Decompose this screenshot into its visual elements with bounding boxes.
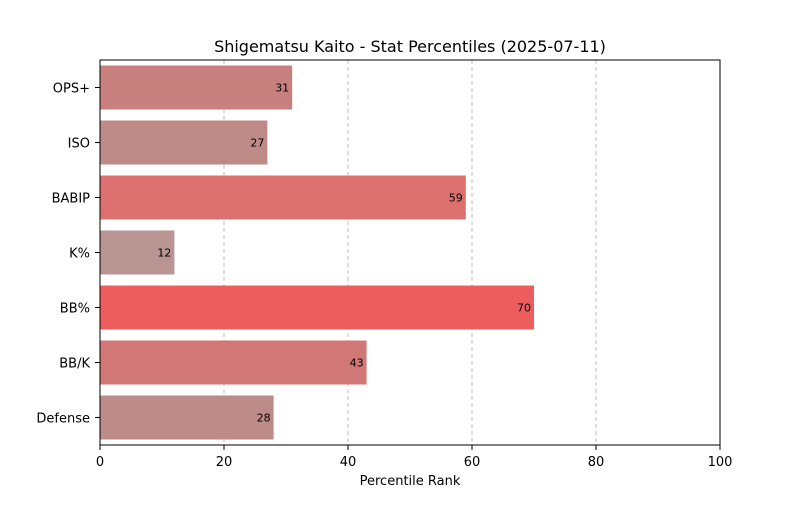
value-label-ops: 31 [275, 82, 289, 95]
y-tick-label-k: K% [69, 247, 90, 262]
bar-bb [100, 285, 534, 330]
value-label-defense: 28 [257, 412, 271, 425]
x-tick-label-80: 80 [588, 455, 605, 470]
x-tick-label-20: 20 [216, 455, 233, 470]
bars-layer [100, 65, 534, 440]
bar-iso [100, 120, 268, 165]
y-tick-label-defense: Defense [36, 412, 90, 427]
y-axis: OPS+ ISO BABIP K% BB% BB/K Defense [36, 82, 100, 427]
chart-title: Shigematsu Kaito - Stat Percentiles (202… [214, 37, 606, 56]
value-labels-layer: 31 27 59 12 70 43 28 [157, 82, 531, 425]
value-label-k: 12 [157, 247, 171, 260]
value-label-bb: 70 [517, 302, 531, 315]
x-axis: 0 20 40 60 80 100 [96, 445, 733, 470]
x-axis-label: Percentile Rank [360, 474, 461, 489]
x-tick-label-60: 60 [464, 455, 481, 470]
y-tick-label-bb-k: BB/K [59, 357, 90, 372]
grid-layer [223, 60, 597, 445]
y-tick-label-iso: ISO [68, 137, 90, 152]
x-tick-label-40: 40 [340, 455, 357, 470]
y-tick-label-ops: OPS+ [53, 82, 90, 97]
x-tick-label-100: 100 [708, 455, 733, 470]
bar-babip [100, 175, 466, 220]
y-tick-label-bb: BB% [60, 302, 90, 317]
value-label-bb-k: 43 [350, 357, 364, 370]
y-tick-label-babip: BABIP [52, 192, 91, 207]
plot-frame [99, 59, 721, 446]
value-label-babip: 59 [449, 192, 463, 205]
bar-defense [100, 395, 274, 440]
value-label-iso: 27 [250, 137, 264, 150]
bar-k [100, 230, 175, 275]
x-tick-label-0: 0 [96, 455, 104, 470]
bar-ops [100, 65, 293, 110]
bar-bb-k [100, 340, 367, 385]
